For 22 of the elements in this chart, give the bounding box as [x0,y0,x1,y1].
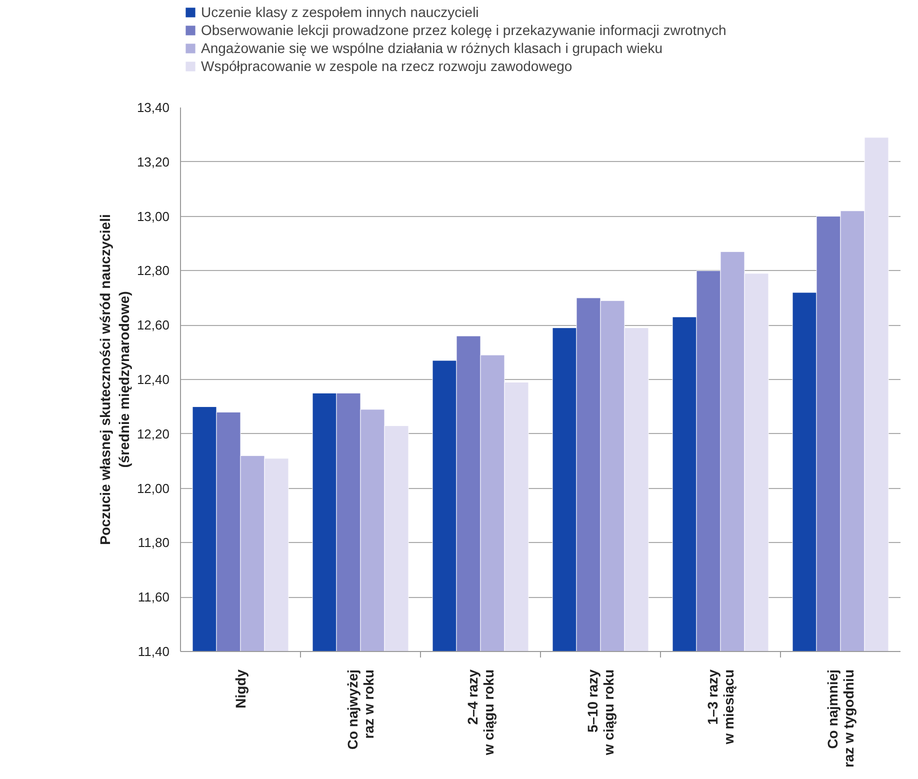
y-tick-label: 13,40 [136,100,170,115]
x-tick-label: Co najmniej raz w tygodniu [824,669,856,768]
y-tick-label: 13,00 [136,208,170,224]
x-tick-label: Co najwyżej raz w roku [344,669,376,750]
y-axis-title: Poczucie własnej skuteczności wśród nauczycieli (średnie międzynarodowe) [96,214,132,545]
y-tick-label: 11,60 [138,590,170,605]
legend-label: Uczenie klasy z zespołem innych nauczycieli [201,4,479,20]
legend-label: Współpracowanie w zespole na rzecz rozwoju zawodowego [201,58,572,74]
x-tick-label: 5–10 razy w ciągu roku [584,669,616,756]
y-tick-label: 13,20 [136,154,170,170]
y-tick-label: 11,40 [138,644,170,659]
y-tick-label: 12,60 [136,318,170,333]
y-tick-label: 12,40 [136,372,170,387]
y-tick-label: 12,80 [136,263,170,278]
legend-label: Angażowanie się we wspólne działania w różnych klasach i grupach wieku [201,40,662,56]
y-tick-label: 12,00 [136,480,170,496]
x-tick-label: Nigdy [232,669,248,708]
y-tick-label: 12,20 [136,426,170,442]
x-tick-label: 1–3 razy w miesiącu [704,669,736,746]
legend-label: Obserwowanie lekcji prowadzone przez kolegę i przekazywanie informacji zwrotnych [201,22,726,38]
y-tick-label: 11,80 [138,535,170,550]
x-tick-label: 2–4 razy w ciągu roku [464,669,496,756]
